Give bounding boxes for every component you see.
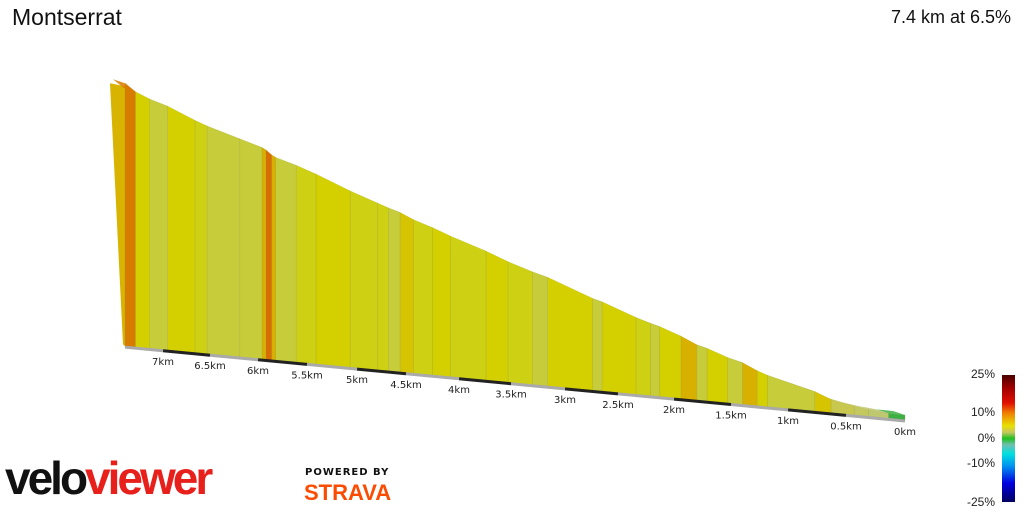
gradient-segment bbox=[239, 138, 263, 360]
x-tick-label: 0.5km bbox=[830, 421, 861, 432]
axis-band bbox=[845, 413, 906, 423]
axis-band bbox=[209, 353, 259, 362]
gradient-segment bbox=[315, 173, 351, 368]
x-tick-label: 6.5km bbox=[194, 361, 225, 372]
axis-band bbox=[162, 349, 211, 357]
gradient-segment bbox=[756, 370, 768, 408]
gradient-segment bbox=[532, 271, 549, 387]
axis-band bbox=[730, 403, 789, 412]
gradient-segment bbox=[742, 362, 758, 407]
gradient-segment bbox=[275, 156, 297, 363]
x-tick-label: 4km bbox=[448, 385, 470, 396]
axis-band bbox=[257, 358, 308, 366]
gradient-segment-top bbox=[113, 79, 136, 92]
gradient-legend-bar bbox=[1002, 375, 1015, 502]
axis-band bbox=[564, 387, 619, 396]
gradient-segment-top bbox=[755, 371, 815, 392]
x-tick-label: 5.5km bbox=[291, 370, 322, 381]
legend-label-10: 10% bbox=[970, 405, 995, 419]
x-tick-label: 3.5km bbox=[495, 390, 526, 401]
axis-band bbox=[306, 362, 358, 371]
gradient-segment bbox=[767, 374, 815, 412]
axis-band bbox=[458, 377, 512, 386]
gradient-segment bbox=[650, 322, 660, 398]
x-tick-label: 4.5km bbox=[390, 380, 421, 391]
gradient-segment bbox=[432, 227, 451, 378]
gradient-segment bbox=[167, 105, 196, 354]
axis-band bbox=[617, 392, 675, 401]
strava-logo[interactable]: STRAVA bbox=[304, 480, 392, 505]
gradient-segment bbox=[696, 344, 708, 402]
x-tick-label: 6km bbox=[247, 366, 269, 377]
gradient-segment bbox=[261, 146, 267, 360]
gradient-segment bbox=[485, 250, 509, 383]
axis-band bbox=[787, 408, 847, 417]
veloviewer-logo[interactable]: veloviewer bbox=[5, 452, 213, 504]
gradient-segment bbox=[659, 325, 682, 400]
x-tick-label: 5km bbox=[346, 375, 368, 386]
x-tick-label: 1km bbox=[777, 416, 799, 427]
x-tick-label: 2.5km bbox=[602, 400, 633, 411]
gradient-segment bbox=[388, 207, 401, 373]
gradient-segment bbox=[680, 335, 698, 401]
gradient-segment bbox=[377, 202, 389, 372]
gradient-segment bbox=[592, 297, 603, 392]
gradient-segment bbox=[507, 261, 533, 386]
gradient-segment bbox=[706, 347, 728, 404]
page-title: Montserrat bbox=[12, 4, 122, 30]
gradient-segment bbox=[814, 390, 832, 414]
profile-side-face bbox=[110, 83, 125, 347]
gradient-segment bbox=[271, 154, 276, 361]
gradient-segment bbox=[635, 317, 651, 397]
climb-summary: 7.4 km at 6.5% bbox=[890, 7, 1011, 27]
x-tick-label: 0km bbox=[894, 427, 916, 438]
powered-by-label: POWERED BY bbox=[305, 467, 390, 478]
gradient-segment-top bbox=[856, 405, 889, 414]
gradient-segment bbox=[450, 235, 487, 381]
axis-band bbox=[510, 382, 566, 391]
gradient-segment bbox=[124, 82, 136, 348]
legend-label-minus10: -10% bbox=[966, 456, 995, 470]
axis-band bbox=[356, 367, 407, 376]
gradient-segment bbox=[295, 164, 317, 365]
gradient-segment-top bbox=[842, 402, 869, 410]
axis-band bbox=[405, 372, 460, 381]
gradient-segment-top bbox=[876, 409, 905, 415]
x-tick-label: 2km bbox=[663, 405, 685, 416]
x-tick-label: 1.5km bbox=[715, 411, 746, 422]
gradient-segment bbox=[194, 119, 208, 355]
gradient-segment bbox=[399, 211, 414, 374]
gradient-segment bbox=[135, 91, 150, 349]
gradient-segment bbox=[547, 276, 593, 391]
gradient-segment bbox=[206, 125, 241, 358]
legend-label-25: 25% bbox=[970, 367, 995, 381]
gradient-segment bbox=[413, 219, 433, 376]
gradient-segment-top bbox=[535, 273, 593, 299]
gradient-segment bbox=[265, 149, 273, 361]
legend-label-0: 0% bbox=[977, 431, 995, 445]
legend-label-minus25: -25% bbox=[966, 495, 995, 509]
gradient-segment bbox=[149, 98, 168, 351]
gradient-segment bbox=[727, 357, 743, 405]
x-tick-label: 3km bbox=[554, 395, 576, 406]
axis-band bbox=[124, 345, 164, 353]
axis-band bbox=[673, 397, 732, 407]
x-tick-label: 7km bbox=[152, 357, 174, 368]
gradient-segment bbox=[349, 190, 378, 371]
